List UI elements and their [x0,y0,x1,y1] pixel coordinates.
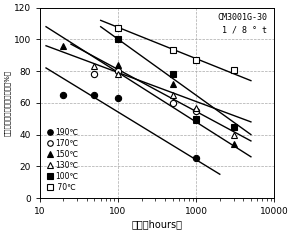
X-axis label: 时间（hours）: 时间（hours） [132,219,183,229]
Y-axis label: 冲击强度（无缺口）保留率（%）: 冲击强度（无缺口）保留率（%） [4,70,11,136]
Legend: 190℃, 170℃, 150℃, 130℃, 100℃,  70℃: 190℃, 170℃, 150℃, 130℃, 100℃, 70℃ [46,127,79,192]
Text: CM3001G-30
1 / 8 ° t: CM3001G-30 1 / 8 ° t [217,13,268,34]
